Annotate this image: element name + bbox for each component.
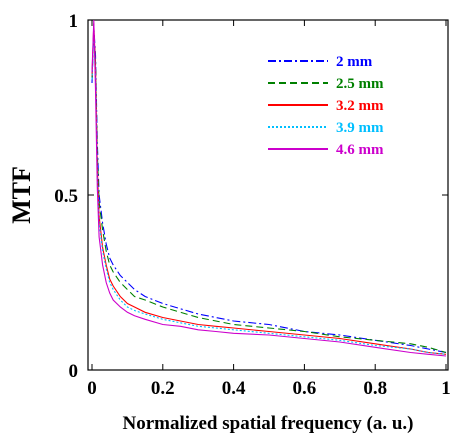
y-axis-title: MTF bbox=[7, 166, 36, 224]
series-line-1 bbox=[91, 30, 447, 354]
series-line-3 bbox=[91, 30, 447, 355]
series-line-4 bbox=[91, 19, 447, 357]
y-tick-label: 0 bbox=[69, 361, 79, 382]
series-lines bbox=[91, 19, 447, 357]
legend-label-0: 2 mm bbox=[336, 54, 373, 70]
plot-frame bbox=[87, 19, 449, 371]
x-axis-title: Normalized spatial frequency (a. u.) bbox=[123, 413, 414, 434]
y-tick-label: 0.5 bbox=[54, 186, 78, 207]
x-tick-label: 0 bbox=[87, 378, 97, 399]
legend-label-3: 3.9 mm bbox=[336, 120, 384, 136]
legend: 2 mm 2.5 mm 3.2 mm 3.9 mm 4.6 mm bbox=[268, 54, 384, 158]
y-tick-label: 1 bbox=[69, 11, 79, 32]
x-tick-label: 0.6 bbox=[293, 378, 317, 399]
legend-label-1: 2.5 mm bbox=[336, 76, 384, 92]
x-tick-label: 0.8 bbox=[363, 378, 387, 399]
legend-label-2: 3.2 mm bbox=[336, 98, 384, 114]
x-tick-label: 0.4 bbox=[222, 378, 246, 399]
series-line-0 bbox=[91, 26, 447, 354]
series-line-2 bbox=[91, 23, 447, 355]
axis-ticks: 0 0.2 0.4 0.6 0.8 1 0 0.5 1 bbox=[54, 11, 451, 399]
legend-label-4: 4.6 mm bbox=[336, 142, 384, 158]
x-tick-label: 1 bbox=[441, 378, 451, 399]
x-tick-label: 0.2 bbox=[151, 378, 175, 399]
